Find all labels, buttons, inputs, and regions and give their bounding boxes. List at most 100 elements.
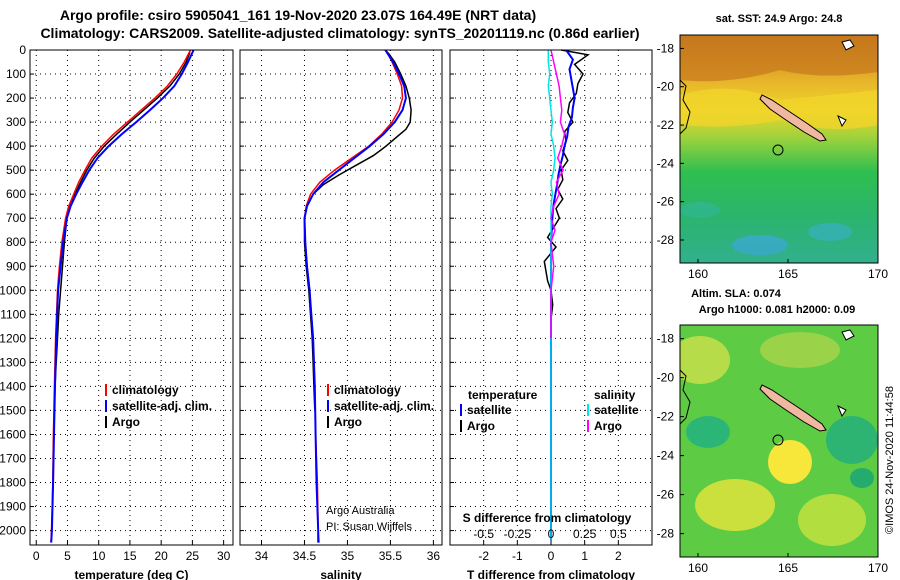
x-tick-label: 25 — [186, 549, 200, 563]
legend-label: Argo — [467, 419, 495, 433]
depth-tick-label: 1000 — [0, 283, 26, 297]
sla-map — [680, 325, 878, 557]
sla-map-axes: 160 165 170 -18 -20 -22 -24 -26 -28 — [657, 332, 889, 575]
depth-tick-label: 500 — [6, 163, 26, 177]
map-y-tick-label: -22 — [657, 118, 675, 132]
sla-island-small-2 — [837, 404, 847, 418]
legend-label: climatology — [334, 383, 401, 397]
x-tick-label: 35 — [341, 549, 355, 563]
legend-label: satellite — [467, 403, 512, 417]
sst-map-frame — [679, 34, 879, 264]
sst-cool-patch-2 — [808, 223, 852, 241]
legend-label: climatology — [112, 383, 179, 397]
sla-low-patch-1 — [686, 416, 730, 448]
series-line-climatology — [50, 49, 192, 543]
depth-tick-label: 1900 — [0, 500, 26, 514]
x-axis-label: temperature (deg C) — [74, 568, 188, 580]
x-tick-label: -1 — [512, 549, 523, 563]
sla-high-patch-1 — [680, 336, 730, 384]
map-y-tick-label: -24 — [657, 449, 675, 463]
depth-tick-label: 1600 — [0, 427, 26, 441]
x-tick-label: 15 — [123, 549, 137, 563]
map-y-tick-label: -28 — [657, 233, 675, 247]
map-y-tick-label: -26 — [657, 488, 675, 502]
map-x-tick-label: 160 — [688, 561, 708, 575]
annotation-pi: PI: Susan Wijffels — [326, 521, 412, 533]
depth-tick-label: 200 — [6, 91, 26, 105]
secondary-x-tick-label: -0.25 — [504, 527, 532, 541]
sst-warm-patch — [680, 35, 878, 82]
temperature-profile-panel: 0 5 10 15 20 25 30 temperature (deg C) climatolo… — [29, 49, 234, 580]
legend-label: Argo — [594, 419, 622, 433]
sst-cool-patch-1 — [732, 235, 788, 255]
depth-tick-label: 0 — [19, 43, 26, 57]
series-line-s-satellite — [547, 50, 556, 541]
sst-map-axes: 160 165 170 -18 -20 -22 -24 -26 -28 — [657, 41, 889, 281]
map-y-tick-label: -20 — [657, 80, 675, 94]
depth-tick-label: 1200 — [0, 331, 26, 345]
sla-new-caledonia-island — [759, 384, 827, 432]
depth-tick-label: 800 — [6, 235, 26, 249]
legend-label: satellite-adj. clim. — [112, 399, 212, 413]
depth-tick-label: 100 — [6, 67, 26, 81]
series-line-satellite-adj-clim- — [50, 49, 195, 543]
sla-low-patch-3 — [850, 468, 874, 488]
sla-high-patch-2 — [760, 332, 840, 368]
sla-island-small-1 — [841, 329, 855, 341]
series-line-satellite-adj-clim- — [303, 49, 407, 543]
gridlines — [30, 49, 233, 545]
imos-credit: ©IMOS 24-Nov-2020 11:44:58 — [884, 386, 896, 534]
sst-map — [680, 35, 878, 263]
depth-tick-label: 600 — [6, 187, 26, 201]
depth-tick-label: 700 — [6, 211, 26, 225]
panel-frame — [449, 49, 653, 546]
sla-high-patch-4 — [695, 479, 775, 531]
legend-label: satellite — [594, 403, 639, 417]
depth-tick-label: 1400 — [0, 379, 26, 393]
map-x-tick-label: 165 — [778, 561, 798, 575]
x-tick-label: 35.5 — [379, 549, 403, 563]
x-tick-label: 34 — [255, 549, 269, 563]
sla-map-title: Altim. SLA: 0.074 — [691, 288, 782, 300]
x-tick-label: 10 — [92, 549, 106, 563]
figure-title-line2: Climatology: CARS2009. Satellite-adjuste… — [40, 25, 639, 41]
secondary-x-tick-label: 0.25 — [573, 527, 597, 541]
map-y-tick-label: -24 — [657, 156, 675, 170]
x-tick-label: -2 — [478, 549, 489, 563]
gridlines — [240, 49, 442, 545]
secondary-x-tick-label: -0.5 — [473, 527, 494, 541]
x-tick-label: 20 — [154, 549, 168, 563]
panel-frame — [239, 49, 443, 546]
map-y-tick-label: -22 — [657, 410, 675, 424]
map-y-tick-label: -18 — [657, 41, 675, 55]
x-tick-label: 1 — [581, 549, 588, 563]
map-y-tick-label: -28 — [657, 527, 675, 541]
secondary-x-tick-label: 0.5 — [610, 527, 627, 541]
depth-tick-label: 1300 — [0, 355, 26, 369]
depth-tick-label: 300 — [6, 115, 26, 129]
x-tick-label: 0 — [548, 549, 555, 563]
x-tick-label: 34.5 — [293, 549, 317, 563]
depth-tick-label: 2000 — [0, 524, 26, 538]
sla-high-patch-3 — [768, 440, 812, 484]
x-tick-label: 36 — [427, 549, 441, 563]
depth-tick-label: 1700 — [0, 451, 26, 465]
map-y-tick-label: -26 — [657, 195, 675, 209]
map-x-tick-label: 165 — [778, 267, 798, 281]
sst-cool-patch-3 — [680, 202, 720, 218]
sla-coastline — [680, 369, 691, 425]
series-line-climatology — [303, 49, 404, 543]
legend-label: Argo — [112, 415, 140, 429]
depth-tick-label: 900 — [6, 259, 26, 273]
x-tick-label: 30 — [217, 549, 231, 563]
secondary-x-axis-label: S difference from climatology — [463, 511, 632, 525]
legend-label: Argo — [334, 415, 362, 429]
depth-tick-label: 1800 — [0, 476, 26, 490]
salinity-profile-panel: 34 34.5 35 35.5 36 salinity climatology satelli… — [239, 49, 443, 580]
series-line-argo — [303, 51, 412, 411]
map-x-tick-label: 160 — [688, 267, 708, 281]
x-axis-label: salinity — [320, 568, 362, 580]
depth-tick-label: 400 — [6, 139, 26, 153]
series-line-s-argo — [550, 49, 566, 339]
